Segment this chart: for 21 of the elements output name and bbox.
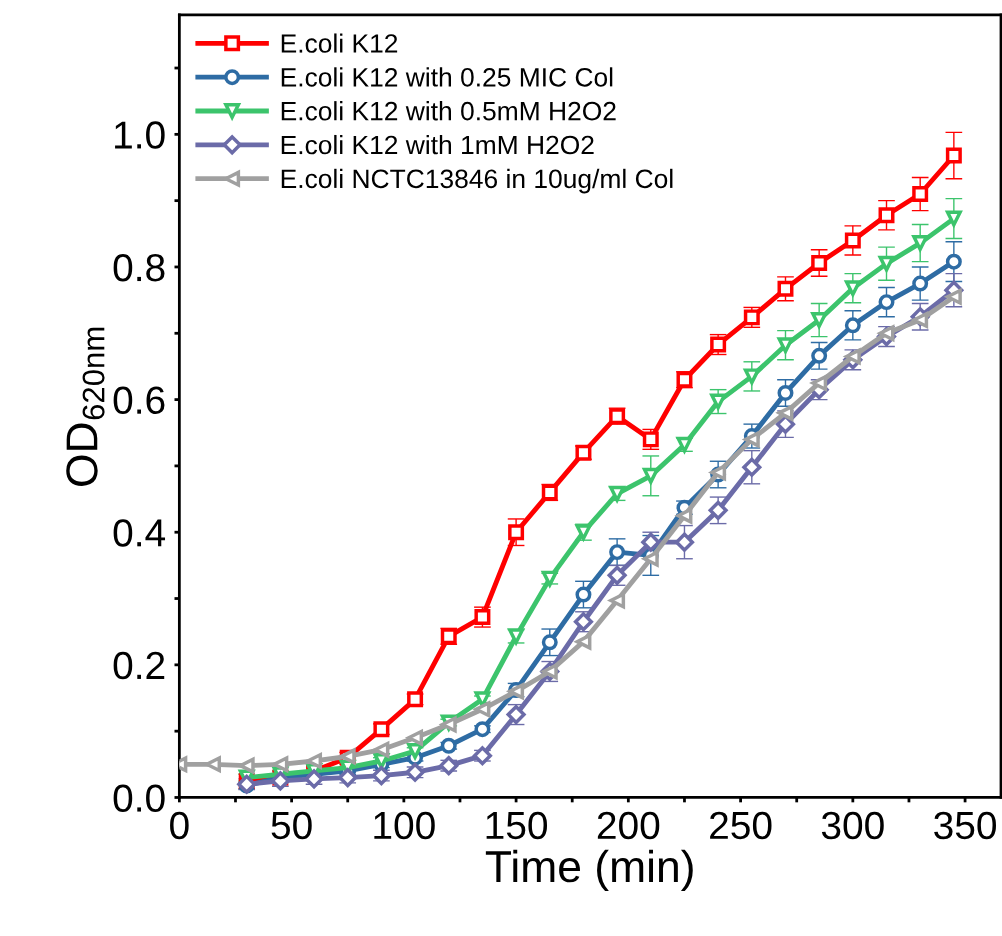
y-tick-label: 0.0 xyxy=(113,784,165,812)
x-tick-label: 100 xyxy=(374,811,435,840)
x-tick-label: 300 xyxy=(821,811,884,840)
y-tick-label: 0.8 xyxy=(113,253,165,282)
legend-label: E.coli K12 with 1mM H2O2 xyxy=(281,134,594,155)
legend-label: E.coli K12 with 0.25 MIC Col xyxy=(281,67,613,87)
x-tick-label: 0 xyxy=(170,811,189,840)
x-axis-title: Time (min) xyxy=(485,849,693,892)
y-tick-label: 0.2 xyxy=(113,651,165,680)
x-tick-label: 250 xyxy=(710,811,772,840)
y-tick-label: 0.6 xyxy=(113,386,165,415)
legend-label: E.coli NCTC13846 in 10ug/ml Col xyxy=(281,168,673,194)
x-tick-label: 350 xyxy=(934,811,996,840)
y-axis-title: OD$_{620nm}$ xyxy=(66,327,105,486)
x-tick-label: 50 xyxy=(271,811,312,840)
y-tick-label: 0.4 xyxy=(113,519,166,547)
legend-label: E.coli K12 xyxy=(281,33,398,53)
x-tick-label: 150 xyxy=(486,811,548,840)
legend-label: E.coli K12 with 0.5mM H2O2 xyxy=(281,101,616,121)
y-tick-label: 1.0 xyxy=(115,121,165,149)
x-tick-label: 200 xyxy=(597,811,660,840)
